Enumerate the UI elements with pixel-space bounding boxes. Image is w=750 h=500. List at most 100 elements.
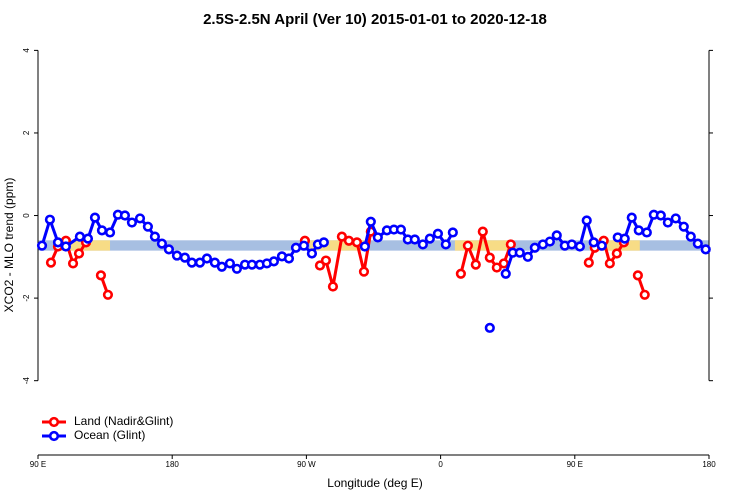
data-point (500, 268, 511, 279)
data-point (685, 231, 696, 242)
data-point (604, 258, 615, 269)
data-point (216, 261, 227, 272)
data-point (351, 237, 363, 248)
data-point (566, 239, 577, 250)
data-point (102, 289, 114, 300)
data-point (440, 239, 451, 250)
data-point (89, 212, 101, 223)
data-point (522, 251, 533, 262)
data-point (633, 225, 644, 236)
data-point (283, 253, 295, 264)
data-point (639, 289, 650, 300)
data-point (544, 236, 555, 247)
data-point (655, 210, 666, 221)
data-point (290, 242, 302, 253)
data-point (477, 226, 488, 237)
x-tick-label: 180 (702, 460, 716, 469)
data-point (484, 252, 495, 263)
data-point (231, 263, 243, 274)
x-tick-label: 180 (166, 460, 180, 469)
data-point (551, 230, 562, 241)
data-point (134, 213, 146, 224)
data-point (583, 257, 594, 268)
data-point (424, 233, 435, 244)
data-point (104, 227, 116, 238)
data-point (60, 241, 71, 252)
x-tick-label: 0 (438, 460, 443, 469)
data-point (96, 225, 108, 236)
data-point (171, 250, 183, 261)
data-point (268, 256, 279, 267)
legend-label: Ocean (Glint) (74, 428, 145, 442)
data-point (619, 233, 630, 244)
data-point (74, 231, 86, 242)
data-point (470, 259, 481, 270)
data-point (82, 233, 94, 244)
highlight-range (454, 240, 510, 251)
data-point (156, 238, 168, 249)
legend-marker (48, 430, 60, 442)
data-point (462, 240, 473, 251)
y-tick-label: 2 (22, 130, 31, 135)
data-point (641, 227, 652, 238)
data-point (372, 232, 383, 243)
data-point (432, 228, 444, 239)
data-point (327, 281, 339, 292)
data-point (224, 258, 236, 269)
y-tick-label: -4 (22, 377, 31, 385)
data-point (632, 270, 643, 281)
y-tick-label: 0 (22, 213, 31, 218)
data-point (611, 248, 622, 259)
data-point (588, 237, 599, 248)
data-point (455, 268, 466, 279)
data-point (626, 212, 637, 223)
data-point (491, 262, 502, 273)
data-point (45, 257, 57, 268)
reference-band (38, 240, 709, 251)
data-point (529, 242, 540, 253)
y-tick-label: 4 (22, 48, 31, 53)
data-point (67, 258, 79, 269)
data-point (44, 214, 56, 225)
data-point (484, 322, 495, 333)
data-point (194, 257, 206, 268)
data-point (409, 234, 420, 245)
legend-marker (48, 416, 60, 428)
data-point (149, 231, 161, 242)
data-point (662, 217, 673, 228)
data-point (306, 248, 318, 259)
data-point (318, 237, 329, 248)
y-tick-label: -2 (22, 294, 31, 302)
data-point (678, 221, 689, 232)
y-axis-label: XCO2 - MLO trend (ppm) (2, 178, 16, 313)
data-point (126, 217, 138, 228)
data-point (343, 235, 354, 246)
data-point (395, 224, 407, 235)
x-tick-label: 90 W (297, 460, 316, 469)
data-point (505, 239, 516, 250)
data-point (358, 266, 370, 277)
data-point (142, 221, 153, 232)
data-point (365, 216, 376, 227)
data-point (447, 227, 458, 238)
data-point (336, 231, 347, 242)
data-point (73, 248, 85, 259)
data-point (359, 241, 370, 252)
data-point (179, 252, 190, 263)
chart-title: 2.5S-2.5N April (Ver 10) 2015-01-01 to 2… (203, 11, 547, 28)
highlight-range (589, 240, 640, 251)
data-point (596, 240, 607, 251)
x-axis-label: Longitude (deg E) (327, 476, 422, 490)
data-point (692, 238, 703, 249)
data-point (417, 239, 428, 250)
data-point (246, 259, 258, 270)
data-point (36, 240, 48, 251)
data-point (119, 210, 131, 221)
data-point (498, 258, 509, 269)
data-point (581, 215, 592, 226)
x-tick-label: 90 E (30, 460, 46, 469)
data-point (163, 244, 175, 255)
legend-label: Land (Nadir&Glint) (74, 414, 173, 428)
data-point (95, 270, 107, 281)
